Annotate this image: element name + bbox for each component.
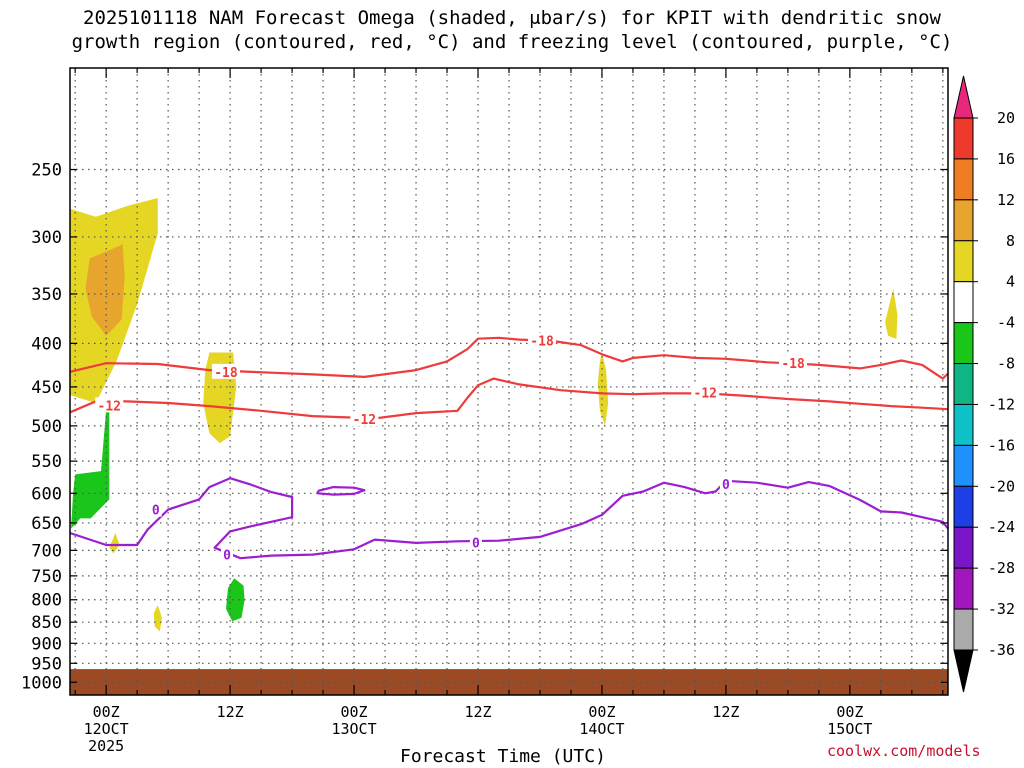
colorbar-bin-6 <box>953 363 974 405</box>
colorbar-bin-7 <box>953 403 974 446</box>
y-tick-label-800: 800 <box>31 591 62 611</box>
y-tick-label-1000: 1000 <box>21 673 62 693</box>
contour--18-0 <box>69 336 949 380</box>
omega-shade-5 <box>885 288 898 339</box>
colorbar-bin-3 <box>953 240 974 283</box>
y-tick-label-300: 300 <box>31 228 62 248</box>
omega-shade-7 <box>153 605 162 632</box>
omega-shade-1 <box>85 244 125 336</box>
colorbar-bin-9 <box>953 485 974 528</box>
x-tick-label-2: 00Z <box>341 703 368 721</box>
x-tick-date-4: 14OCT <box>579 720 624 738</box>
y-tick-label-900: 900 <box>31 634 62 654</box>
x-tick-label-6: 00Z <box>836 703 863 721</box>
omega-shade-9 <box>226 578 245 622</box>
y-tick-label-400: 400 <box>31 334 62 354</box>
colorbar-bin-11 <box>953 567 974 610</box>
x-tick-label-1: 12Z <box>217 703 244 721</box>
y-tick-label-850: 850 <box>31 613 62 633</box>
contour-label-2-2: 0 <box>472 536 480 551</box>
contour-label-1-0: -12 <box>98 399 121 414</box>
y-tick-label-250: 250 <box>31 161 62 181</box>
contour-label-2-3: 0 <box>722 478 730 493</box>
omega-shade-6 <box>109 533 120 554</box>
contour-label-1-1: -12 <box>353 413 376 428</box>
colorbar-bin-12 <box>953 608 974 651</box>
x-axis-label: Forecast Time (UTC) <box>400 746 606 767</box>
contour-label-bg-2-1 <box>221 546 234 562</box>
colorbar-label-8: -16 <box>988 436 1015 454</box>
colorbar-label-11: -28 <box>988 559 1015 577</box>
y-tick-label-450: 450 <box>31 378 62 398</box>
colorbar-bin-1 <box>953 158 974 201</box>
contour-label-bg-0-2 <box>779 355 808 371</box>
colorbar-bin-8 <box>953 444 974 487</box>
colorbar-label-5: -4 <box>997 314 1015 332</box>
contour-label-2-0: 0 <box>152 504 160 519</box>
y-tick-label-750: 750 <box>31 567 62 587</box>
colorbar-arrow-bottom <box>953 649 974 693</box>
contour-label-bg-2-0 <box>149 501 162 517</box>
y-tick-label-600: 600 <box>31 484 62 504</box>
contour-label-2-1: 0 <box>223 549 231 564</box>
y-tick-label-550: 550 <box>31 452 62 472</box>
contour-0-2 <box>69 477 949 560</box>
colorbar-label-12: -32 <box>988 600 1015 618</box>
colorbar-arrow-top <box>953 75 974 119</box>
colorbar-label-10: -24 <box>988 518 1015 536</box>
colorbar-label-1: 16 <box>997 150 1015 168</box>
colorbar-label-9: -20 <box>988 477 1015 495</box>
y-tick-label-500: 500 <box>31 417 62 437</box>
omega-shade-4 <box>597 352 609 426</box>
title-line-2: growth region (contoured, red, °C) and f… <box>71 31 953 53</box>
contour-label-bg-1-0 <box>95 397 124 413</box>
colorbar-label-0: 20 <box>997 109 1015 127</box>
omega-shade-8 <box>71 401 110 529</box>
contour-label-0-1: -18 <box>530 335 554 350</box>
x-tick-label-4: 00Z <box>588 703 615 721</box>
axes: 2503003504004505005506006507007508008509… <box>21 67 949 755</box>
colorbar-bin-2 <box>953 199 974 242</box>
chart-title: 2025101118 NAM Forecast Omega (shaded, μ… <box>0 6 1024 54</box>
colorbar-label-6: -8 <box>997 355 1015 373</box>
contour-label-bg-1-2 <box>691 384 720 400</box>
y-tick-label-950: 950 <box>31 654 62 674</box>
contour-0-closed-3 <box>316 486 366 496</box>
colorbar-label-4: 4 <box>1006 273 1015 291</box>
colorbar-bin-10 <box>953 526 974 569</box>
contour-label-bg-0-0 <box>211 363 240 379</box>
colorbar-bin-4 <box>953 281 974 324</box>
contour-label-bg-2-2 <box>469 534 482 550</box>
contour-label-0-2: -18 <box>781 357 805 372</box>
colorbar-bin-0 <box>953 117 974 160</box>
x-tick-date-2: 13OCT <box>331 720 376 738</box>
colorbar-label-7: -12 <box>988 395 1015 413</box>
x-tick-date-6: 15OCT <box>827 720 872 738</box>
colorbar-label-3: 8 <box>1006 232 1015 250</box>
watermark: coolwx.com/models <box>827 742 981 760</box>
colorbar-label-13: -36 <box>988 641 1015 659</box>
colorbar-label-2: 12 <box>997 191 1015 209</box>
contour-label-bg-0-1 <box>528 332 557 348</box>
contour-label-0-0: -18 <box>214 366 238 381</box>
contour-label-1-2: -12 <box>694 387 717 402</box>
contour--12-1 <box>69 377 949 420</box>
x-tick-year-0: 2025 <box>88 737 124 755</box>
contour-label-bg-1-1 <box>350 411 379 427</box>
colorbar: 20 16 12 8 4 -4 -8 -12 -16 -20 -24 -28 -32 -36 <box>953 75 1015 693</box>
x-tick-label-5: 12Z <box>712 703 739 721</box>
x-tick-date-0: 12OCT <box>84 720 129 738</box>
y-tick-label-700: 700 <box>31 541 62 561</box>
x-tick-label-3: 12Z <box>464 703 491 721</box>
y-tick-label-650: 650 <box>31 514 62 534</box>
colorbar-bin-5 <box>953 322 974 365</box>
x-tick-label-0: 00Z <box>93 703 120 721</box>
contour-label-bg-2-3 <box>719 475 732 491</box>
y-tick-label-350: 350 <box>31 285 62 305</box>
plot-area: -18 -18 -18 -12 -12 -12 0 0 0 0 <box>69 68 949 695</box>
title-line-1: 2025101118 NAM Forecast Omega (shaded, μ… <box>83 7 941 29</box>
